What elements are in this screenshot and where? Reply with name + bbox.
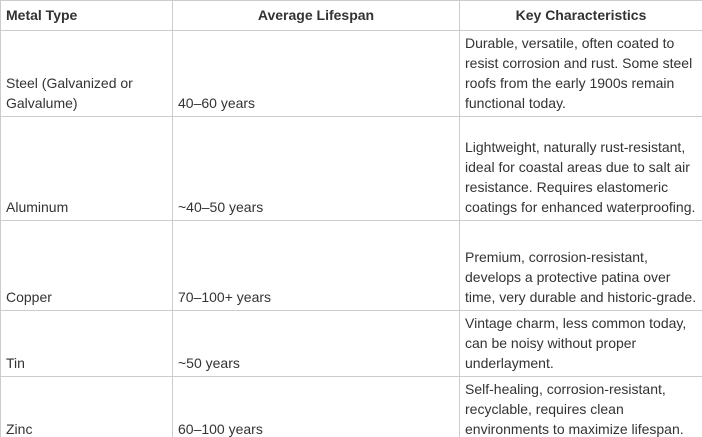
table-row: Steel (Galvanized or Galvalume) 40–60 ye… bbox=[0, 30, 702, 117]
column-header-key-characteristics: Key Characteristics bbox=[459, 0, 702, 31]
metal-type-cell: Steel (Galvanized or Galvalume) bbox=[0, 30, 173, 117]
characteristics-cell: Durable, versatile, often coated to resi… bbox=[459, 30, 702, 117]
metal-type-cell: Aluminum bbox=[0, 116, 173, 221]
characteristics-cell: Premium, corrosion-resistant, develops a… bbox=[459, 220, 702, 311]
lifespan-cell: 70–100+ years bbox=[172, 220, 460, 311]
header-row: Metal Type Average Lifespan Key Characte… bbox=[0, 0, 702, 31]
lifespan-cell: ~40–50 years bbox=[172, 116, 460, 221]
lifespan-cell: 40–60 years bbox=[172, 30, 460, 117]
table-row: Aluminum ~40–50 years Lightweight, natur… bbox=[0, 116, 702, 221]
table-body: Steel (Galvanized or Galvalume) 40–60 ye… bbox=[0, 30, 702, 437]
characteristics-cell: Vintage charm, less common today, can be… bbox=[459, 310, 702, 377]
lifespan-cell: ~50 years bbox=[172, 310, 460, 377]
characteristics-cell: Lightweight, naturally rust-resistant, i… bbox=[459, 116, 702, 221]
table-row: Tin ~50 years Vintage charm, less common… bbox=[0, 310, 702, 377]
metal-type-cell: Copper bbox=[0, 220, 173, 311]
lifespan-cell: 60–100 years bbox=[172, 376, 460, 437]
characteristics-cell: Self-healing, corrosion-resistant, recyc… bbox=[459, 376, 702, 437]
table-row: Zinc 60–100 years Self-healing, corrosio… bbox=[0, 376, 702, 437]
table-row: Copper 70–100+ years Premium, corrosion-… bbox=[0, 220, 702, 311]
metal-type-cell: Tin bbox=[0, 310, 173, 377]
column-header-metal-type: Metal Type bbox=[0, 0, 173, 31]
metal-type-cell: Zinc bbox=[0, 376, 173, 437]
column-header-average-lifespan: Average Lifespan bbox=[172, 0, 460, 31]
